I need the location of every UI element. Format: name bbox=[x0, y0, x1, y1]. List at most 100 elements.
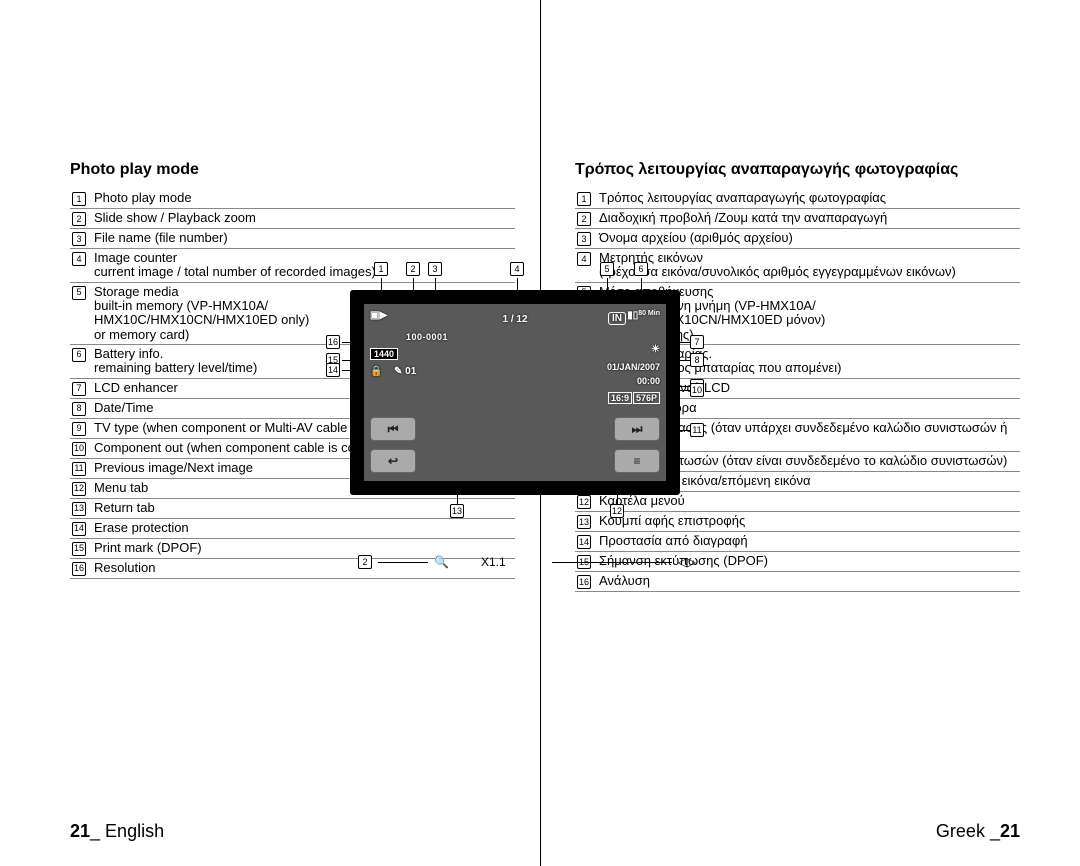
footer-left-lang: English bbox=[105, 821, 164, 841]
legend-row: 1Τρόπος λειτουργίας αναπαραγωγής φωτογρα… bbox=[575, 189, 1020, 209]
erase-protect-icon: 🔒 bbox=[370, 366, 382, 377]
legend-row: 16Ανάλυση bbox=[575, 572, 1020, 592]
legend-text: Προστασία από διαγραφή bbox=[593, 534, 1020, 548]
callout-line bbox=[666, 390, 690, 391]
return-tab-button[interactable]: ↩ bbox=[370, 449, 416, 473]
legend-row: 13Κουμπί αφής επιστροφής bbox=[575, 512, 1020, 532]
time-text: 00:00 bbox=[637, 376, 660, 386]
legend-row: 14Erase protection bbox=[70, 519, 515, 539]
footer-left-num: 21 bbox=[70, 821, 90, 841]
legend-number: 2 bbox=[575, 211, 593, 226]
legend-row: 12Καρτέλα μενού bbox=[575, 492, 1020, 512]
diagram-callout: 8 bbox=[690, 353, 704, 367]
legend-number: 7 bbox=[70, 381, 88, 396]
zoom-direction-icon: ◁▷ bbox=[678, 555, 696, 569]
storage-icon: IN bbox=[608, 312, 626, 325]
callout-line bbox=[342, 342, 362, 343]
file-number: 100-0001 bbox=[406, 332, 448, 342]
diagram-callout: 14 bbox=[326, 363, 340, 377]
diagram-callout: 16 bbox=[326, 335, 340, 349]
legend-number: 11 bbox=[70, 461, 88, 476]
legend-text: File name (file number) bbox=[88, 231, 515, 245]
legend-text: Μετρητής εικόνων(τρέχουσα εικόνα/συνολικ… bbox=[593, 251, 1020, 280]
legend-number: 6 bbox=[70, 347, 88, 362]
diagram-callout: 7 bbox=[690, 335, 704, 349]
diagram-callout: 1 bbox=[374, 262, 388, 276]
component-out-badge: 576P bbox=[633, 392, 660, 404]
legend-text: Print mark (DPOF) bbox=[88, 541, 515, 555]
resolution-badge: 1440 bbox=[370, 348, 398, 360]
footer-right-num: 21 bbox=[1000, 821, 1020, 841]
diagram-callout: 10 bbox=[690, 383, 704, 397]
legend-text: Image countercurrent image / total numbe… bbox=[88, 251, 515, 280]
footer-right-lang: Greek bbox=[936, 821, 985, 841]
lcd-diagram: ▣▶ 100-0001 1 / 12 IN ▮▯80 Min 1440 ☀ 01… bbox=[350, 290, 680, 495]
legend-text: Erase protection bbox=[88, 521, 515, 535]
callout-line bbox=[413, 278, 414, 290]
legend-number: 3 bbox=[575, 231, 593, 246]
callout-line bbox=[342, 360, 362, 361]
legend-number: 12 bbox=[575, 494, 593, 509]
legend-number: 16 bbox=[575, 574, 593, 589]
legend-text: Ανάλυση bbox=[593, 574, 1020, 588]
tv-type-badge: 16:9 bbox=[608, 392, 632, 404]
callout-line bbox=[457, 490, 458, 504]
legend-number: 16 bbox=[70, 561, 88, 576]
legend-number: 2 bbox=[70, 211, 88, 226]
legend-row: 3Όνομα αρχείου (αριθμός αρχείου) bbox=[575, 229, 1020, 249]
diagram-callout: 2 bbox=[406, 262, 420, 276]
zoom-callout-num: 2 bbox=[358, 555, 372, 569]
legend-number: 14 bbox=[575, 534, 593, 549]
legend-number: 3 bbox=[70, 231, 88, 246]
legend-number: 15 bbox=[70, 541, 88, 556]
legend-row: 2Slide show / Playback zoom bbox=[70, 209, 515, 229]
legend-text: Slide show / Playback zoom bbox=[88, 211, 515, 225]
legend-row: 3File name (file number) bbox=[70, 229, 515, 249]
legend-row: 1Photo play mode bbox=[70, 189, 515, 209]
callout-line bbox=[517, 278, 518, 290]
diagram-callout: 6 bbox=[634, 262, 648, 276]
legend-number: 10 bbox=[70, 441, 88, 456]
prev-image-button[interactable]: ⏮ bbox=[370, 417, 416, 441]
legend-number: 13 bbox=[70, 501, 88, 516]
battery-icon: ▮▯80 Min bbox=[627, 310, 660, 321]
legend-number: 1 bbox=[70, 191, 88, 206]
play-mode-icon: ▣▶ bbox=[370, 310, 387, 321]
right-title: Τρόπος λειτουργίας αναπαραγωγής φωτογραφ… bbox=[575, 160, 1020, 179]
diagram-callout: 13 bbox=[450, 504, 464, 518]
callout-line bbox=[342, 370, 362, 371]
image-counter: 1 / 12 bbox=[502, 314, 527, 325]
legend-row: 14Προστασία από διαγραφή bbox=[575, 532, 1020, 552]
footer-right: Greek _21 bbox=[936, 821, 1020, 842]
legend-row: 4Image countercurrent image / total numb… bbox=[70, 249, 515, 283]
legend-text: Photo play mode bbox=[88, 191, 515, 205]
legend-number: 8 bbox=[70, 401, 88, 416]
menu-tab-button[interactable]: ≡ bbox=[614, 449, 660, 473]
legend-number: 4 bbox=[70, 251, 88, 266]
callout-line bbox=[666, 342, 690, 343]
legend-number: 4 bbox=[575, 251, 593, 266]
diagram-callout: 11 bbox=[690, 423, 704, 437]
legend-number: 5 bbox=[70, 285, 88, 300]
callout-line bbox=[666, 430, 690, 431]
legend-text: Όνομα αρχείου (αριθμός αρχείου) bbox=[593, 231, 1020, 245]
callout-line bbox=[381, 278, 382, 290]
legend-text: Καρτέλα μενού bbox=[593, 494, 1020, 508]
callout-line bbox=[435, 278, 436, 290]
legend-text: Τρόπος λειτουργίας αναπαραγωγής φωτογραφ… bbox=[593, 191, 1020, 205]
legend-row: 2Διαδοχική προβολή /Ζουμ κατά την αναπαρ… bbox=[575, 209, 1020, 229]
lcd-frame: ▣▶ 100-0001 1 / 12 IN ▮▯80 Min 1440 ☀ 01… bbox=[350, 290, 680, 495]
callout-line bbox=[617, 490, 618, 504]
legend-row: 13Return tab bbox=[70, 499, 515, 519]
zoom-level-text: X1.1 bbox=[481, 555, 506, 569]
date-text: 01/JAN/2007 bbox=[607, 362, 660, 372]
callout-line bbox=[641, 278, 642, 290]
diagram-callout: 3 bbox=[428, 262, 442, 276]
diagram-callout: 12 bbox=[610, 504, 624, 518]
left-title: Photo play mode bbox=[70, 160, 515, 179]
diagram-callout: 5 bbox=[600, 262, 614, 276]
legend-number: 9 bbox=[70, 421, 88, 436]
zoom-sub-diagram: 2 🔍 X1.1 ◁▷ bbox=[358, 555, 696, 569]
next-image-button[interactable]: ⏭ bbox=[614, 417, 660, 441]
lcd-enhancer-icon: ☀ bbox=[651, 344, 660, 355]
